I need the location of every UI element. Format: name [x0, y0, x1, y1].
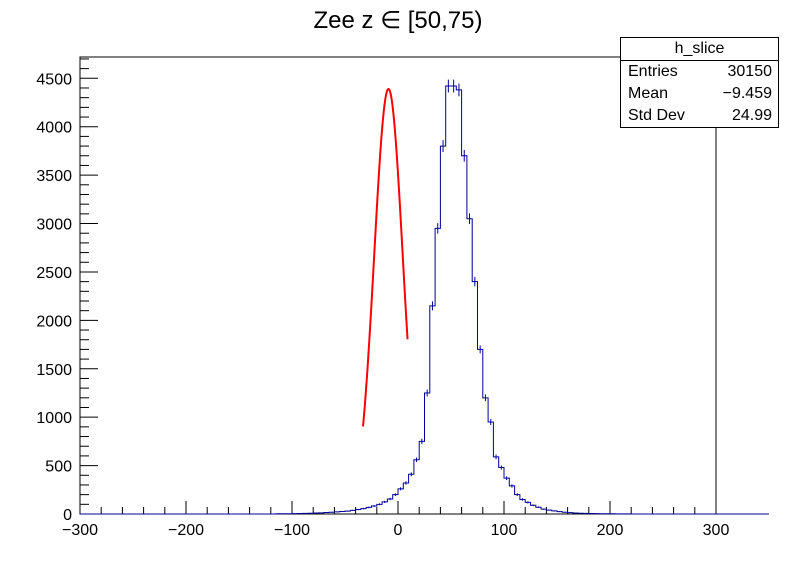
stats-label: Entries [628, 63, 678, 80]
x-tick-label: −200 [168, 522, 204, 539]
gaussian-fit-curve [362, 87, 409, 427]
x-tick-label: −300 [62, 522, 98, 539]
x-tick-label: 100 [491, 522, 518, 539]
y-tick-label: 2500 [36, 265, 72, 282]
x-tick-label: 200 [597, 522, 624, 539]
y-tick-label: 3500 [36, 168, 72, 185]
y-tick-label: 3000 [36, 217, 72, 234]
stats-value: −9.459 [722, 85, 772, 102]
x-tick-label: −100 [274, 522, 310, 539]
stats-row-stddev: Std Dev 24.99 [621, 105, 778, 127]
chart-title: Zee z ∈ [50,75) [313, 7, 483, 34]
stats-value: 24.99 [731, 107, 772, 124]
stats-box: h_slice Entries 30150 Mean −9.459 Std De… [620, 37, 779, 128]
y-tick-label: 4000 [36, 120, 72, 137]
y-tick-label: 2000 [36, 313, 72, 330]
stats-row-mean: Mean −9.459 [621, 83, 778, 105]
x-tick-label: 0 [394, 522, 403, 539]
histogram-line [80, 85, 769, 515]
y-tick-label: 0 [63, 507, 72, 524]
y-tick-label: 500 [45, 459, 72, 476]
stats-label: Mean [628, 85, 669, 102]
stats-row-entries: Entries 30150 [621, 61, 778, 83]
y-tick-label: 1500 [36, 362, 72, 379]
y-tick-label: 1000 [36, 410, 72, 427]
stats-box-title: h_slice [621, 38, 778, 61]
x-tick-label: 300 [703, 522, 730, 539]
y-tick-label: 4500 [36, 71, 72, 88]
stats-label: Std Dev [628, 107, 685, 124]
stats-value: 30150 [727, 63, 773, 80]
